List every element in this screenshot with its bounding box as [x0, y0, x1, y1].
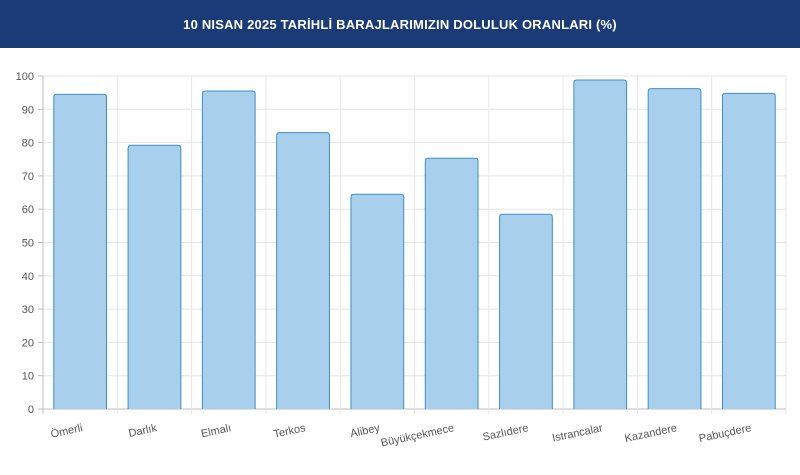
chart-title: 10 NISAN 2025 TARİHLİ BARAJLARIMIZIN DOL… — [183, 16, 617, 32]
bar-1[interactable] — [128, 145, 181, 409]
bar-outline-8 — [647, 88, 702, 409]
y-tick-label: 50 — [22, 238, 34, 250]
y-axis: 0 10 20 30 40 50 60 70 80 90 100 — [16, 71, 43, 416]
bar-outline-1 — [127, 144, 182, 409]
x-category-label: Pabuçdere — [698, 422, 753, 445]
y-tick-label: 80 — [22, 138, 34, 150]
bar-outline-3 — [276, 132, 330, 409]
bar-outline-9 — [721, 92, 776, 409]
y-tick-label: 20 — [22, 337, 34, 349]
y-tick-label: 70 — [22, 171, 34, 183]
x-category-label: Ömerli — [50, 422, 84, 440]
bar-2[interactable] — [202, 90, 256, 410]
x-category-label: Büyükçekmece — [380, 422, 455, 449]
bar-outline-0 — [53, 93, 108, 409]
bar-9[interactable] — [722, 93, 776, 409]
x-category-label: Istrancalar — [551, 422, 604, 444]
bar-8[interactable] — [648, 88, 701, 410]
y-tick-label: 90 — [22, 104, 34, 116]
bar-outline-6 — [499, 213, 553, 409]
bar-chart: 0 10 20 30 40 50 60 70 80 90 100 Ömerli Darlık Elmal… — [16, 71, 787, 449]
bar-outline-2 — [201, 90, 256, 409]
x-category-label: Darlık — [127, 422, 158, 440]
bar-5[interactable] — [425, 158, 479, 409]
y-tick-label: 0 — [28, 404, 34, 416]
bar-outline-7 — [573, 79, 628, 409]
y-tick-label: 40 — [22, 271, 34, 283]
x-category-label: Kazandere — [624, 422, 679, 445]
bar-outline-5 — [424, 157, 479, 409]
bar-7[interactable] — [573, 79, 627, 409]
x-category-label: Alibey — [349, 422, 381, 440]
x-category-label: Terkos — [272, 422, 307, 441]
y-tick-label: 30 — [22, 304, 34, 316]
x-category-label: Elmalı — [200, 422, 232, 440]
y-tick-label: 10 — [22, 371, 34, 383]
bar-0[interactable] — [53, 94, 107, 409]
bar-6[interactable] — [499, 214, 553, 409]
bar-3[interactable] — [276, 132, 330, 410]
y-tick-label: 100 — [16, 71, 34, 83]
bar-outline-4 — [350, 193, 405, 409]
x-axis: Ömerli Darlık Elmalı Terkos AlibeyBüyükçekme… — [50, 422, 753, 449]
bar-4[interactable] — [350, 194, 404, 409]
chart-header: 10 NISAN 2025 TARİHLİ BARAJLARIMIZIN DOL… — [0, 0, 800, 48]
y-tick-label: 60 — [22, 204, 34, 216]
x-category-label: Sazlıdere — [482, 422, 530, 443]
bars — [53, 79, 776, 410]
